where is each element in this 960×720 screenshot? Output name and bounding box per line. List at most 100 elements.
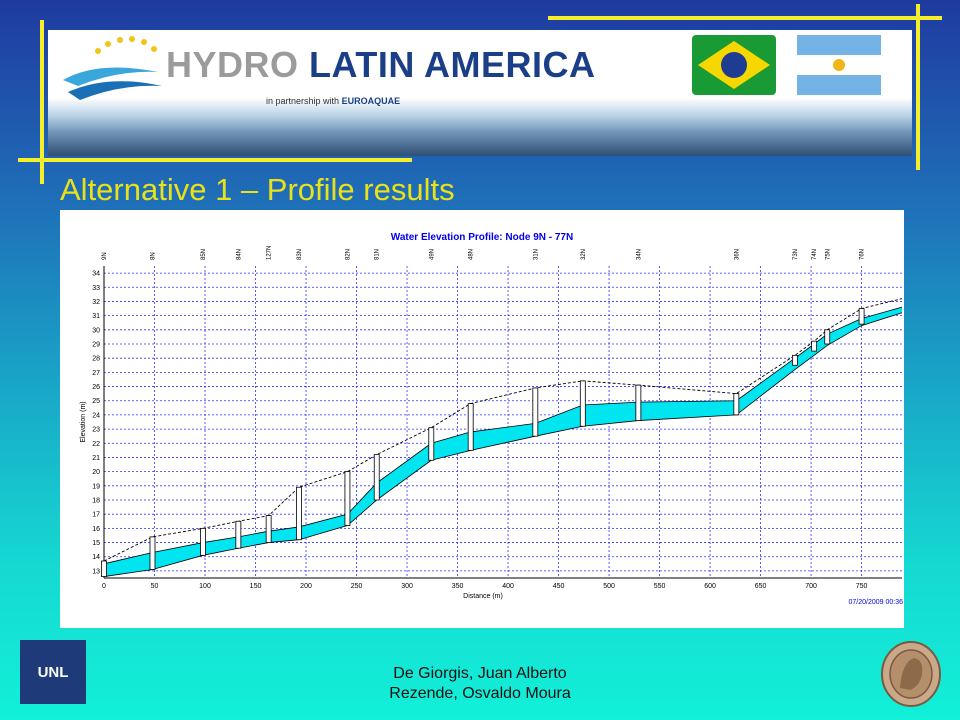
partner-name: EUROAQUAE (341, 96, 401, 106)
node-marker (532, 387, 539, 437)
node-label: 83N (297, 249, 303, 260)
unl-logo: UNL (20, 640, 86, 704)
y-tick-label: 30 (92, 327, 100, 334)
node-marker (858, 308, 865, 325)
y-tick-label: 22 (92, 441, 100, 448)
authors: De Giorgis, Juan Alberto Rezende, Osvald… (320, 664, 640, 704)
argentina-flag-icon (797, 35, 881, 95)
channel-bed-line (103, 312, 903, 577)
brand-name: HYDRO LATIN AMERICA (166, 44, 596, 86)
x-tick-label: 600 (704, 583, 716, 590)
node-marker (149, 536, 156, 570)
x-tick-label: 500 (603, 583, 615, 590)
node-label: 82N (345, 249, 351, 260)
x-tick-label: 0 (102, 583, 106, 590)
node-label: 73N (793, 249, 799, 260)
node-marker (101, 560, 107, 577)
y-tick-label: 33 (92, 285, 100, 292)
node-label: 48N (469, 249, 475, 260)
node-label: 76N (860, 249, 866, 260)
y-tick-label: 26 (92, 384, 100, 391)
x-tick-label: 350 (452, 583, 464, 590)
accent-line-left (40, 20, 44, 184)
x-tick-label: 150 (250, 583, 262, 590)
y-axis-title: Elevation (m) (80, 401, 87, 442)
accent-line-right (916, 4, 920, 170)
water-splash-image (48, 98, 912, 156)
stars-wave-logo-icon (63, 36, 162, 100)
node-marker (265, 515, 272, 543)
node-label: 49N (429, 249, 435, 260)
accent-line-top (548, 16, 942, 20)
y-tick-label: 32 (92, 299, 100, 306)
x-tick-label: 750 (856, 583, 868, 590)
x-tick-label: 450 (553, 583, 565, 590)
node-label: 81N (375, 249, 381, 260)
brand-part2: LATIN AMERICA (309, 44, 596, 85)
node-label: 34N (636, 249, 642, 260)
node-label: 31N (533, 249, 539, 260)
node-marker (824, 329, 831, 345)
profile-chart: Water Elevation Profile: Node 9N - 77N 0 5… (60, 210, 904, 628)
node-label: 74N (812, 249, 818, 260)
water-area (104, 307, 902, 577)
node-marker (296, 486, 302, 541)
y-tick-label: 13 (92, 568, 100, 575)
partnership-text: in partnership with EUROAQUAE (266, 96, 400, 106)
node-label: 127N (267, 246, 273, 260)
unl-logo-text: UNL (37, 663, 69, 681)
y-tick-label: 15 (92, 540, 100, 547)
node-marker (733, 393, 740, 416)
x-tick-label: 550 (654, 583, 666, 590)
y-tick-label: 25 (92, 398, 100, 405)
author-2: Rezende, Osvaldo Moura (389, 685, 571, 702)
brand-part1: HYDRO (166, 44, 299, 85)
node-label: 32N (581, 249, 587, 260)
node-label: 8N (150, 252, 156, 260)
x-tick-label: 100 (199, 583, 211, 590)
node-marker (792, 354, 798, 366)
x-tick-label: 300 (401, 583, 413, 590)
y-tick-label: 20 (92, 469, 100, 476)
node-marker (811, 340, 818, 352)
node-marker (200, 527, 206, 556)
x-tick-label: 400 (502, 583, 514, 590)
y-tick-label: 31 (92, 313, 100, 320)
node-marker (344, 471, 351, 526)
brazil-flag-icon (692, 35, 776, 95)
y-tick-label: 29 (92, 342, 100, 349)
y-tick-label: 17 (92, 512, 100, 519)
y-tick-label: 18 (92, 498, 100, 505)
node-marker (467, 403, 474, 451)
y-tick-label: 24 (92, 412, 100, 419)
y-tick-label: 19 (92, 483, 100, 490)
university-seal-icon (881, 641, 941, 707)
x-tick-label: 250 (351, 583, 363, 590)
y-tick-label: 23 (92, 427, 100, 434)
node-marker (579, 380, 586, 427)
y-tick-label: 21 (92, 455, 100, 462)
accent-line-bottom (18, 158, 412, 162)
node-label: 9N (102, 252, 108, 260)
chart-timestamp: 07/20/2009 00:36 (849, 599, 904, 606)
node-marker (235, 520, 242, 549)
node-marker (635, 384, 642, 421)
y-tick-label: 27 (92, 370, 100, 377)
node-label: 36N (734, 249, 740, 260)
partnership-label: in partnership with (266, 96, 340, 106)
node-marker (373, 454, 380, 501)
chart-title: Water Elevation Profile: Node 9N - 77N (391, 232, 573, 243)
author-1: De Giorgis, Juan Alberto (393, 665, 567, 682)
y-tick-label: 14 (92, 554, 100, 561)
y-tick-label: 16 (92, 526, 100, 533)
slide-title: Alternative 1 – Profile results (60, 172, 455, 207)
node-label: 84N (236, 249, 242, 260)
node-marker (428, 427, 435, 461)
node-label: 85N (201, 249, 207, 260)
header-banner: HYDRO LATIN AMERICA in partnership with … (48, 30, 912, 156)
x-tick-label: 200 (300, 583, 312, 590)
x-axis-title: Distance (m) (463, 593, 503, 600)
x-tick-label: 650 (755, 583, 767, 590)
node-label: 75N (825, 249, 831, 260)
y-tick-label: 34 (92, 271, 100, 278)
